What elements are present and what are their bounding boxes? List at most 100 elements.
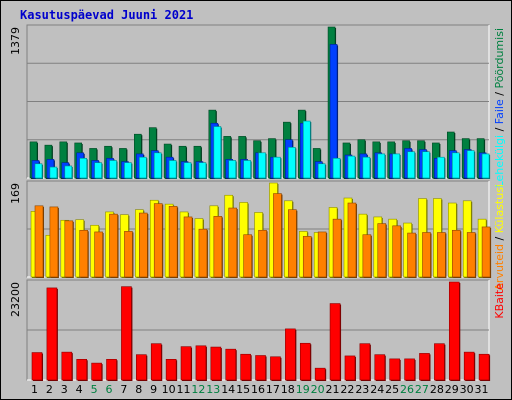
x-tick-label: 11 [176,383,190,396]
x-tick-label: 8 [135,383,142,396]
bar-pages-day-12 [198,162,207,179]
bar-kbytes-day-28 [434,343,445,381]
bar-pages-day-14 [228,160,237,179]
bar-sites-day-3 [64,220,74,278]
bar-sites-day-14 [228,207,238,278]
bar-kbytes-day-29 [448,281,460,381]
bar-sites-day-30 [466,232,476,278]
legend-separator: / [493,124,506,135]
x-tick-label: 23 [355,383,369,396]
x-tick-label: 18 [281,383,295,396]
x-tick-label: 6 [105,383,112,396]
bar-sites-day-7 [124,231,133,278]
x-axis-labels: 1 2 3 4 5 6 7 8 9 10 11 12 13 14 15 16 17 18 19 20 21 22 23 24 2… [31,383,489,396]
x-tick-label: 19 [296,383,310,396]
bar-sites-day-8 [139,212,148,278]
x-tick-label: 4 [76,383,83,396]
bar-pages-day-17 [273,156,281,179]
x-tick-label: 1 [31,383,38,396]
bar-kbytes-day-21 [329,303,341,381]
x-tick-label: 31 [475,383,489,396]
bar-kbytes-day-12 [195,345,207,381]
bar-pages-day-27 [422,151,430,179]
bar-kbytes-day-8 [136,354,147,381]
x-tick-label: 16 [251,383,265,396]
bar-kbytes-day-9 [150,343,162,381]
bar-kbytes-day-1 [31,352,43,381]
bar-kbytes-day-17 [270,356,281,381]
x-tick-label: 20 [311,383,325,396]
panels: 1379 Lehekülgi / Faile / Pöördumisi 169 Arv… [9,24,506,381]
x-tick-label: 10 [162,383,176,396]
bar-kbytes-day-26 [404,358,415,381]
bar-sites-day-6 [109,213,118,278]
bar-kbytes-day-16 [255,355,266,381]
bar-sites-day-1 [34,205,44,278]
bar-kbytes-day-10 [165,359,177,381]
bar-sites-day-11 [183,216,193,278]
x-tick-label: 5 [91,383,98,396]
side-legend: Lehekülgi / Faile / Pöördumisi [493,28,506,187]
x-tick-label: 22 [340,383,354,396]
bar-pages-day-21 [332,157,341,179]
x-tick-label: 2 [46,383,53,396]
bar-sites-day-25 [392,225,401,278]
bar-sites-day-4 [79,229,89,278]
x-tick-label: 21 [326,383,340,396]
chart-title: Kasutuspäevad Juuni 2021 [20,8,193,22]
bar-sites-day-26 [407,232,416,278]
legend-entry: Faile [493,99,506,124]
bar-kbytes-day-14 [225,348,237,381]
panel-visits-sites: 169 Arvuteid / Külastusi [9,180,506,291]
bar-sites-day-18 [288,209,297,278]
bar-pages-day-18 [288,147,296,179]
bar-sites-day-17 [273,193,282,278]
bar-pages-day-11 [183,162,192,179]
bar-kbytes-day-3 [61,351,73,381]
bar-sites-day-16 [258,229,267,278]
bar-pages-day-19 [302,120,311,179]
legend-entry: Lehekülgi [493,135,506,188]
bar-pages-day-31 [481,153,490,179]
x-tick-label: 3 [61,383,68,396]
bar-sites-day-24 [377,223,387,278]
bar-kbytes-day-6 [106,359,117,381]
panel-hits-files-pages: 1379 Lehekülgi / Faile / Pöördumisi [9,24,506,187]
bar-kbytes-day-20 [314,367,326,381]
bar-sites-day-20 [317,231,327,278]
bar-kbytes-day-19 [299,342,311,381]
bar-kbytes-day-13 [210,346,222,381]
bar-pages-day-20 [317,163,326,179]
x-tick-label: 27 [415,383,429,396]
bar-pages-day-28 [437,156,445,179]
bar-pages-day-9 [153,152,162,179]
bar-pages-day-15 [243,160,251,179]
x-tick-label: 26 [400,383,414,396]
legend-separator: / [493,233,506,244]
bar-sites-day-31 [481,226,491,278]
bar-pages-day-29 [451,152,460,179]
bar-kbytes-day-2 [46,287,58,381]
legend-separator: / [493,89,506,100]
bar-sites-day-10 [168,206,178,278]
side-legend: KBaite [493,283,506,319]
bar-pages-day-22 [347,155,356,179]
x-tick-label: 12 [191,383,205,396]
bar-sites-day-5 [94,231,103,278]
bar-kbytes-day-7 [121,286,132,381]
bar-kbytes-day-23 [359,343,371,381]
bar-kbytes-day-27 [419,353,430,381]
bar-pages-day-5 [94,162,102,179]
bar-kbytes-day-24 [374,354,386,381]
bar-sites-day-19 [302,236,312,278]
x-tick-label: 17 [266,383,280,396]
legend-entry: Pöördumisi [493,28,506,89]
bar-pages-day-1 [34,163,43,179]
legend-entry: KBaite [493,283,506,319]
bar-kbytes-day-25 [389,358,400,381]
bar-sites-day-12 [198,228,208,278]
y-max-label: 169 [9,183,22,204]
bar-sites-day-23 [362,234,372,278]
x-tick-label: 25 [385,383,399,396]
